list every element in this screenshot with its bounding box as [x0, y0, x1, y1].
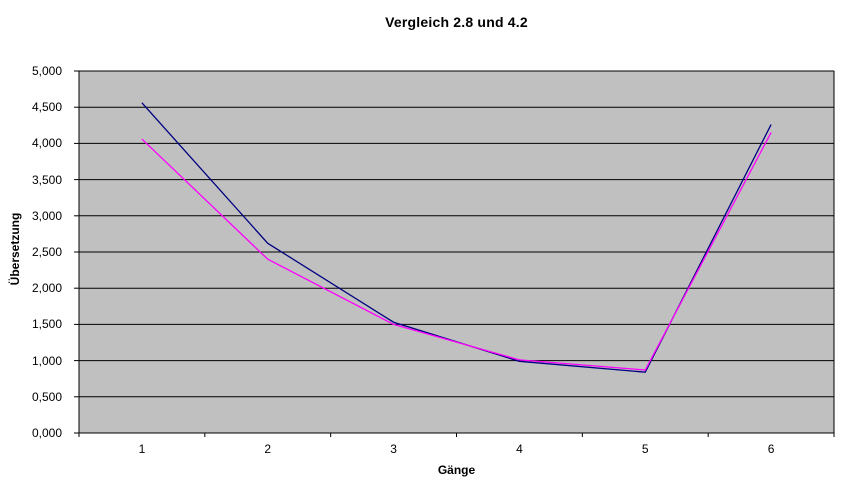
y-tick-label: 3,000 — [31, 208, 62, 223]
y-axis-tick-labels: 0,000 0,500 1,000 1,500 2,000 2,500 3,000 3,500… — [0, 0, 68, 492]
y-tick-label: 5,000 — [31, 64, 62, 78]
y-tick-label: 0,000 — [31, 426, 62, 440]
y-tick-label: 2,500 — [31, 245, 62, 259]
y-tick-label: 1,500 — [31, 317, 62, 332]
plot-area — [74, 70, 835, 437]
x-tick-label: 1 — [138, 442, 146, 456]
x-tick-label: 6 — [767, 442, 775, 456]
y-tick-label: 4,500 — [31, 100, 62, 115]
y-tick-label: 2,000 — [31, 281, 62, 296]
y-tick-label: 3,500 — [31, 172, 62, 187]
y-tick-label: 0,500 — [31, 389, 62, 404]
x-tick-label: 4 — [516, 442, 523, 456]
y-tick-label: 4,000 — [31, 136, 62, 151]
chart-title: Vergleich 2.8 und 4.2 — [385, 14, 528, 30]
series-line-magenta — [141, 132, 772, 371]
x-tick-label: 3 — [390, 442, 397, 456]
y-tick-label: 1,000 — [31, 353, 62, 368]
x-axis-title: Gänge — [437, 463, 476, 477]
x-tick-label: 5 — [641, 442, 649, 456]
x-tick-label: 2 — [264, 442, 272, 456]
